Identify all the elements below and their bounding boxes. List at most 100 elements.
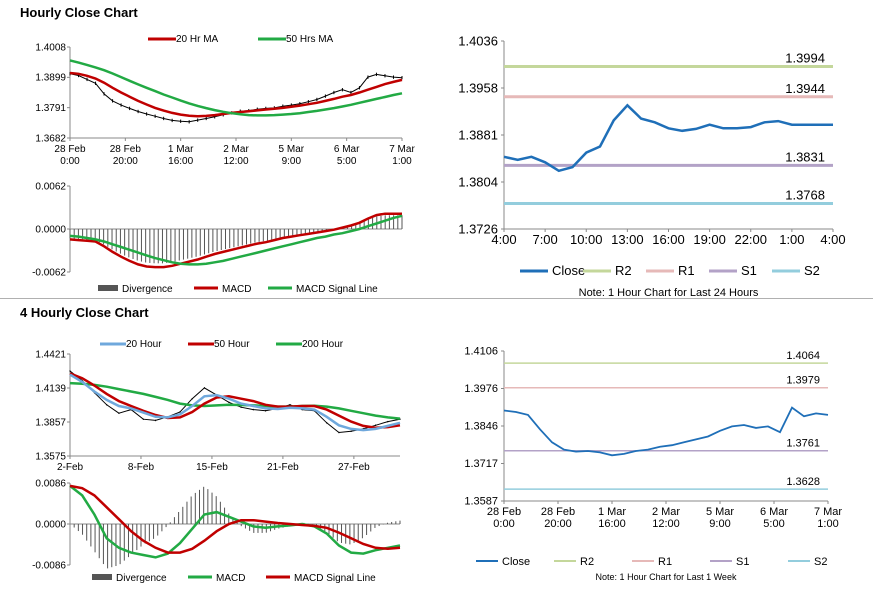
hourly-pivot-ytick-3: 1.3804 — [458, 174, 498, 189]
four-hourly-macd-legend-divergence: Divergence — [116, 573, 167, 584]
four-hourly-pivot-xtick-5-b: 5:00 — [763, 518, 784, 530]
hourly-pivot-xtick-1: 7:00 — [532, 232, 557, 247]
four-hourly-price-xtick-0: 2-Feb — [57, 462, 84, 473]
hourly-price-xtick-3-b: 12:00 — [223, 156, 248, 167]
four-hourly-price-legend-200-hour: 200 Hour — [302, 339, 344, 350]
four-hourly-pivot-xtick-2-a: 1 Mar — [598, 506, 626, 518]
four-hourly-pivot-ytick-2: 1.3846 — [464, 421, 498, 433]
hourly-pivot-level-label-r1: 1.3944 — [785, 81, 825, 96]
four-hourly-price-xtick-4: 27-Feb — [338, 462, 370, 473]
hourly-pivot-ytick-1: 1.3958 — [458, 80, 498, 95]
hourly-price-xtick-1-a: 28 Feb — [110, 144, 142, 155]
four-hourly-pivot-xtick-1-a: 28 Feb — [541, 506, 575, 518]
hourly-price-ytick-0: 1.4008 — [35, 42, 66, 53]
hourly-pivot-xtick-4: 16:00 — [652, 232, 685, 247]
four-hourly-price-50-hour-line — [69, 372, 401, 429]
four-hourly-price-legend-50-hour: 50 Hour — [214, 339, 250, 350]
four-hourly-pivot-legend-close: Close — [502, 556, 530, 568]
hourly-price-xtick-2-a: 1 Mar — [168, 144, 194, 155]
four-hourly-pivot-xtick-2-b: 16:00 — [598, 518, 626, 530]
four-hourly-pivot-xtick-1-b: 20:00 — [544, 518, 572, 530]
four-hourly-pivot-ytick-4: 1.3587 — [464, 496, 498, 508]
hourly-price-ytick-3: 1.3682 — [35, 133, 66, 144]
hourly-price-chart: 20 Hr MA 50 Hrs MA 1.4008 1.3899 1.3791 1.368… — [35, 34, 415, 167]
hourly-pivot-legend-s2: S2 — [804, 263, 820, 278]
four-hourly-pivot-ytick-3: 1.3717 — [464, 458, 498, 470]
four-hourly-macd-chart: 0.0086 0.0000 -0.0086 Divergence MACD MACD Si… — [32, 478, 401, 584]
hourly-pivot-xtick-3: 13:00 — [611, 232, 644, 247]
four-hourly-pivot-ytick-0: 1.4106 — [464, 346, 498, 358]
four-hourly-price-xtick-1: 8-Feb — [128, 462, 155, 473]
four-hourly-price-ytick-3: 1.3575 — [35, 451, 66, 462]
hourly-pivot-note: Note: 1 Hour Chart for Last 24 Hours — [579, 287, 759, 299]
hourly-pivot-close-line — [503, 103, 833, 173]
four-hourly-pivot-note: Note: 1 Hour Chart for Last 1 Week — [596, 572, 737, 582]
four-hourly-pivot-xtick-4-a: 5 Mar — [706, 506, 734, 518]
hourly-price-xtick-0-a: 28 Feb — [54, 144, 86, 155]
hourly-price-xtick-5-a: 6 Mar — [334, 144, 360, 155]
four-hourly-price-ytick-2: 1.3857 — [35, 417, 66, 428]
section-divider — [0, 298, 873, 299]
four-hourly-pivot-xtick-5-a: 6 Mar — [760, 506, 788, 518]
hourly-pivot-xtick-8: 4:00 — [820, 232, 845, 247]
hourly-price-xtick-3-a: 2 Mar — [223, 144, 249, 155]
four-hourly-macd-legend-macd: MACD — [216, 573, 245, 584]
hourly-macd-legend-swatch-divergence — [98, 285, 118, 291]
four-hourly-macd-macd-line — [69, 484, 401, 559]
hourly-price-ytick-2: 1.3791 — [35, 103, 66, 114]
hourly-price-xtick-4-b: 9:00 — [282, 156, 302, 167]
hourly-pivot-legend-r1: R1 — [678, 263, 695, 278]
hourly-pivot-xtick-5: 19:00 — [693, 232, 726, 247]
four-hourly-price-ytick-1: 1.4139 — [35, 383, 66, 394]
four-hourly-pivot-level-label-r2: 1.4064 — [786, 350, 820, 362]
hourly-macd-legend-divergence: Divergence — [122, 284, 173, 295]
hourly-macd-macd-line — [69, 212, 402, 269]
hourly-pivot-ytick-0: 1.4036 — [458, 33, 498, 48]
four-hourly-macd-signal-line — [69, 484, 401, 554]
hourly-macd-chart: 0.0062 0.0000 -0.0062 Divergence MACD MACD Si… — [32, 181, 403, 295]
four-hourly-pivot-ytick-1: 1.3976 — [464, 383, 498, 395]
four-hourly-price-chart: 20 Hour 50 Hour 200 Hour 1.4421 1.4139 1.3857… — [35, 339, 401, 473]
hourly-price-ytick-1: 1.3899 — [35, 73, 66, 84]
hourly-macd-ytick-0: 0.0062 — [35, 181, 66, 192]
four-hourly-price-200-hour-line — [69, 381, 401, 420]
hourly-price-xtick-4-a: 5 Mar — [279, 144, 305, 155]
four-hourly-price-xtick-2: 15-Feb — [196, 462, 228, 473]
hourly-pivot-ytick-2: 1.3881 — [458, 127, 498, 142]
four-hourly-price-20-hour-line — [69, 373, 401, 432]
hourly-macd-signal-line — [69, 214, 403, 266]
hourly-macd-legend-signal: MACD Signal Line — [296, 284, 378, 295]
four-hourly-pivot-xtick-0-b: 0:00 — [493, 518, 514, 530]
hourly-pivot-legend-s1: S1 — [741, 263, 757, 278]
four-hourly-pivot-legend-s2: S2 — [814, 556, 827, 568]
four-hourly-pivot-level-label-s1: 1.3761 — [786, 438, 820, 450]
hourly-price-xtick-5-b: 5:00 — [337, 156, 357, 167]
four-hourly-pivot-level-label-s2: 1.3628 — [786, 476, 820, 488]
four-hourly-price-xtick-3: 21-Feb — [267, 462, 299, 473]
hourly-price-20hr-ma-line — [69, 71, 403, 118]
hourly-pivot-xtick-7: 1:00 — [779, 232, 804, 247]
four-hourly-pivot-legend-r2: R2 — [580, 556, 594, 568]
hourly-pivot-level-label-r2: 1.3994 — [785, 50, 825, 65]
four-hourly-pivot-xtick-3-b: 12:00 — [652, 518, 680, 530]
hourly-macd-ytick-2: -0.0062 — [32, 267, 66, 278]
four-hourly-macd-legend-signal: MACD Signal Line — [294, 573, 376, 584]
four-hourly-price-legend-20-hour: 20 Hour — [126, 339, 162, 350]
four-hourly-pivot-legend-r1: R1 — [658, 556, 672, 568]
hourly-price-xtick-0-b: 0:00 — [60, 156, 80, 167]
hourly-price-xtick-6-b: 1:00 — [392, 156, 412, 167]
hourly-price-legend-50hrs: 50 Hrs MA — [286, 34, 334, 45]
four-hourly-pivot-xtick-6-a: 7 Mar — [814, 506, 842, 518]
four-hourly-price-ytick-0: 1.4421 — [35, 349, 66, 360]
four-hourly-pivot-xtick-6-b: 1:00 — [817, 518, 838, 530]
four-hourly-pivot-xtick-4-b: 9:00 — [709, 518, 730, 530]
four-hourly-pivot-xtick-0-a: 28 Feb — [487, 506, 521, 518]
hourly-pivot-xtick-6: 22:00 — [734, 232, 767, 247]
hourly-pivot-legend-r2: R2 — [615, 263, 632, 278]
four-hourly-pivot-close-line — [503, 406, 829, 457]
four-hourly-pivot-legend-s1: S1 — [736, 556, 749, 568]
four-hourly-pivot-level-label-r1: 1.3979 — [786, 375, 820, 387]
hourly-price-xtick-2-b: 16:00 — [168, 156, 193, 167]
